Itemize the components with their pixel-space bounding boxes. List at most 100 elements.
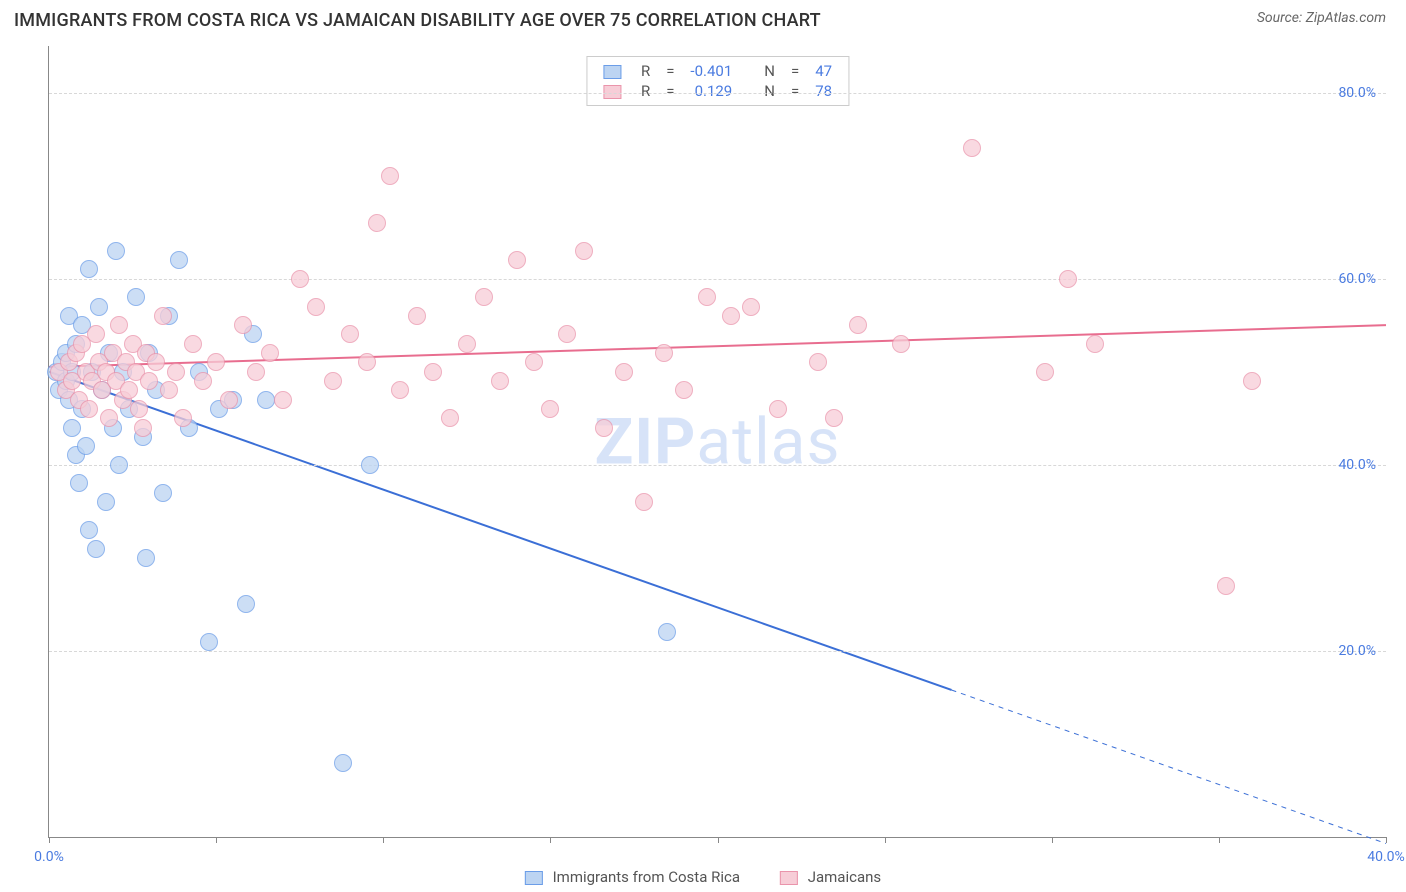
r-value-series2: 0.129 <box>682 81 740 101</box>
data-point-series1 <box>361 456 379 474</box>
data-point-series2 <box>130 400 148 418</box>
data-point-series1 <box>137 549 155 567</box>
data-point-series2 <box>307 298 325 316</box>
data-point-series2 <box>358 353 376 371</box>
data-point-series2 <box>194 372 212 390</box>
data-point-series2 <box>134 419 152 437</box>
data-point-series2 <box>1036 363 1054 381</box>
data-point-series1 <box>107 242 125 260</box>
data-point-series2 <box>87 325 105 343</box>
chart-container: IMMIGRANTS FROM COSTA RICA VS JAMAICAN D… <box>0 0 1406 892</box>
data-point-series1 <box>97 493 115 511</box>
chart-title: IMMIGRANTS FROM COSTA RICA VS JAMAICAN D… <box>14 10 821 31</box>
data-point-series2 <box>424 363 442 381</box>
r-label1: R <box>633 61 658 81</box>
x-tick <box>1052 837 1053 843</box>
data-point-series2 <box>849 316 867 334</box>
x-tick <box>49 837 50 843</box>
data-point-series2 <box>341 325 359 343</box>
watermark: ZIPatlas <box>595 404 841 479</box>
data-point-series2 <box>655 344 673 362</box>
data-point-series2 <box>458 335 476 353</box>
data-point-series2 <box>154 307 172 325</box>
plot-area: ZIPatlas R = -0.401 N = 47 R = 0 <box>48 46 1386 838</box>
data-point-series1 <box>658 623 676 641</box>
data-point-series1 <box>154 484 172 502</box>
x-tick <box>885 837 886 843</box>
data-point-series2 <box>892 335 910 353</box>
data-point-series1 <box>237 595 255 613</box>
data-point-series2 <box>525 353 543 371</box>
y-tick-label: 20.0% <box>1338 643 1376 659</box>
x-tick <box>216 837 217 843</box>
n-label1: N <box>756 61 783 81</box>
data-point-series1 <box>70 474 88 492</box>
data-point-series1 <box>77 437 95 455</box>
data-point-series2 <box>742 298 760 316</box>
n-value-series2: 78 <box>807 81 840 101</box>
data-point-series2 <box>368 214 386 232</box>
data-point-series1 <box>170 251 188 269</box>
data-point-series2 <box>207 353 225 371</box>
data-point-series2 <box>635 493 653 511</box>
data-point-series2 <box>441 409 459 427</box>
legend-item-series1: Immigrants from Costa Rica <box>525 868 740 886</box>
n-value-series1: 47 <box>807 61 840 81</box>
data-point-series1 <box>334 754 352 772</box>
data-point-series2 <box>558 325 576 343</box>
y-tick-label: 60.0% <box>1338 271 1376 287</box>
data-point-series2 <box>140 372 158 390</box>
data-point-series2 <box>381 167 399 185</box>
data-point-series2 <box>220 391 238 409</box>
data-point-series2 <box>675 381 693 399</box>
data-point-series2 <box>100 409 118 427</box>
data-point-series2 <box>391 381 409 399</box>
source-label: Source: ZipAtlas.com <box>1257 10 1386 26</box>
data-point-series1 <box>200 633 218 651</box>
data-point-series2 <box>698 288 716 306</box>
legend-label-series2: Jamaicans <box>808 868 881 886</box>
data-point-series2 <box>963 139 981 157</box>
y-tick-label: 80.0% <box>1338 85 1376 101</box>
stats-row-series2: R = 0.129 N = 78 <box>595 81 840 101</box>
data-point-series2 <box>324 372 342 390</box>
data-point-series2 <box>120 381 138 399</box>
x-tick <box>383 837 384 843</box>
r-value-series1: -0.401 <box>682 61 740 81</box>
data-point-series2 <box>160 381 178 399</box>
data-point-series2 <box>1217 577 1235 595</box>
data-point-series2 <box>234 316 252 334</box>
legend-label-series1: Immigrants from Costa Rica <box>553 868 740 886</box>
trendline-extrapolation-series1 <box>951 690 1386 844</box>
data-point-series1 <box>257 391 275 409</box>
data-point-series2 <box>147 353 165 371</box>
data-point-series2 <box>491 372 509 390</box>
data-point-series2 <box>174 409 192 427</box>
x-tick-label: 0.0% <box>34 849 64 865</box>
data-point-series1 <box>110 456 128 474</box>
data-point-series2 <box>615 363 633 381</box>
data-point-series2 <box>167 363 185 381</box>
gridline-h <box>49 93 1386 94</box>
data-point-series2 <box>261 344 279 362</box>
data-point-series2 <box>575 242 593 260</box>
data-point-series1 <box>63 419 81 437</box>
data-point-series2 <box>408 307 426 325</box>
legend-item-series2: Jamaicans <box>780 868 881 886</box>
gridline-h <box>49 279 1386 280</box>
stats-row-series1: R = -0.401 N = 47 <box>595 61 840 81</box>
x-tick <box>718 837 719 843</box>
data-point-series2 <box>595 419 613 437</box>
x-tick-label: 40.0% <box>1367 849 1405 865</box>
title-row: IMMIGRANTS FROM COSTA RICA VS JAMAICAN D… <box>0 0 1406 31</box>
data-point-series2 <box>110 316 128 334</box>
legend-swatch-bottom1 <box>525 871 543 885</box>
x-tick <box>1386 837 1387 843</box>
data-point-series1 <box>87 540 105 558</box>
data-point-series2 <box>274 391 292 409</box>
data-point-series2 <box>825 409 843 427</box>
trend-lines-svg <box>49 46 1386 837</box>
data-point-series2 <box>247 363 265 381</box>
data-point-series1 <box>80 260 98 278</box>
data-point-series1 <box>80 521 98 539</box>
